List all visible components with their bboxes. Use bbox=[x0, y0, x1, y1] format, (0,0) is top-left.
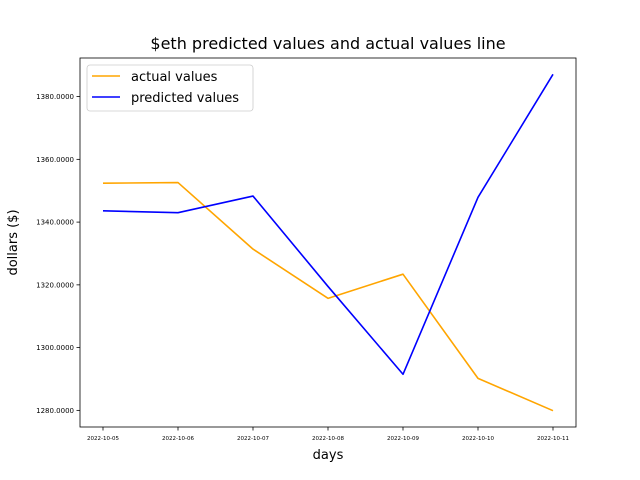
y-tick-label: 1340.0000 bbox=[36, 219, 74, 227]
x-tick-label: 2022-10-07 bbox=[237, 436, 269, 442]
x-tick-label: 2022-10-09 bbox=[387, 436, 419, 442]
x-tick-label: 2022-10-05 bbox=[87, 436, 119, 442]
y-axis-label: dollars ($) bbox=[6, 209, 21, 275]
x-tick-label: 2022-10-06 bbox=[162, 436, 194, 442]
legend-label-predicted-values: predicted values bbox=[131, 91, 239, 106]
y-tick-label: 1300.0000 bbox=[36, 344, 74, 352]
plot-area bbox=[102, 73, 554, 412]
x-tick-label: 2022-10-10 bbox=[462, 436, 494, 442]
y-axis: 1280.0000 1300.0000 1320.0000 1340.0000 1360… bbox=[36, 93, 80, 415]
legend: actual values predicted values bbox=[86, 64, 254, 112]
x-tick-label: 2022-10-08 bbox=[312, 436, 344, 442]
y-tick-label: 1320.0000 bbox=[36, 281, 74, 289]
legend-box bbox=[86, 64, 254, 112]
legend-label-actual-values: actual values bbox=[131, 70, 218, 85]
x-tick-label: 2022-10-11 bbox=[537, 436, 569, 442]
y-tick-label: 1360.0000 bbox=[36, 156, 74, 164]
y-tick-label: 1280.0000 bbox=[36, 407, 74, 415]
y-tick-label: 1380.0000 bbox=[36, 93, 74, 101]
x-axis-label: days bbox=[313, 448, 344, 463]
chart-title: $eth predicted values and actual values … bbox=[150, 34, 505, 53]
x-axis: 2022-10-05 2022-10-06 2022-10-07 2022-10-08… bbox=[87, 427, 569, 442]
